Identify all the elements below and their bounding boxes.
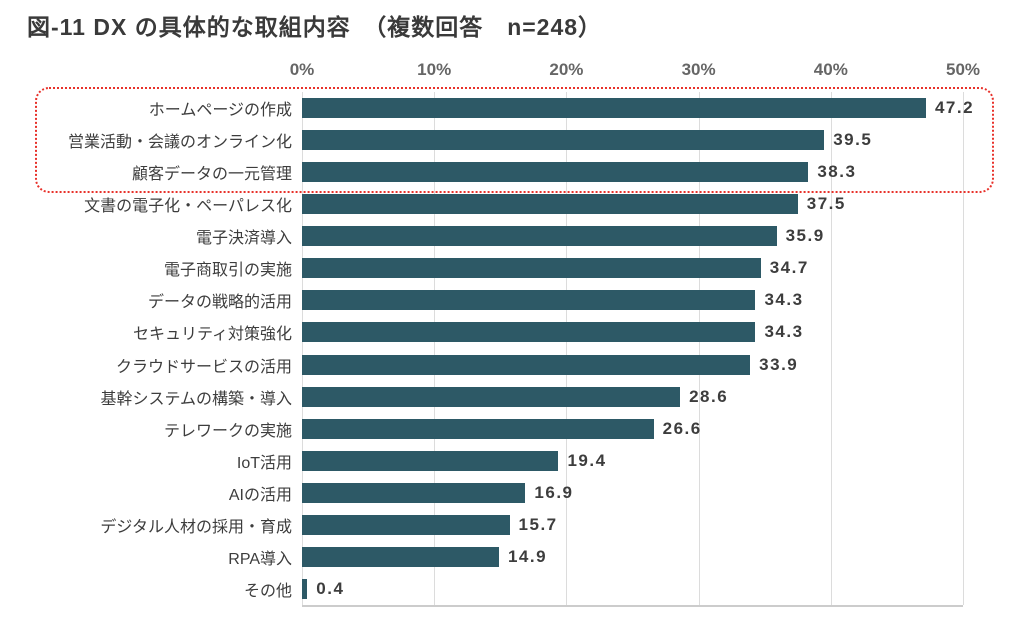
category-label: テレワークの実施 xyxy=(163,422,292,440)
x-axis-tick-label: 0% xyxy=(289,60,315,79)
chart-title: 図-11 DX の具体的な取組内容 （複数回答 n=248） xyxy=(27,14,603,40)
x-axis-tick-label: 30% xyxy=(681,60,716,79)
category-label: RPA導入 xyxy=(228,550,292,568)
bar xyxy=(302,546,499,567)
value-label: 16.9 xyxy=(534,482,574,502)
bar-row: テレワークの実施 26.6 xyxy=(164,413,963,445)
x-axis-tick-label: 40% xyxy=(813,60,848,79)
bar xyxy=(302,194,798,215)
value-label: 34.3 xyxy=(764,322,804,342)
value-label: 35.9 xyxy=(785,226,825,246)
bar xyxy=(302,290,756,311)
value-label: 34.7 xyxy=(769,258,809,278)
category-label: 電子決済導入 xyxy=(195,230,292,248)
x-axis-tick-label: 10% xyxy=(417,60,452,79)
category-label: デジタル人材の採用・育成 xyxy=(100,518,292,536)
category-label: 基幹システムの構築・導入 xyxy=(100,390,292,408)
bar-row: クラウドサービスの活用 33.9 xyxy=(116,349,963,381)
x-axis-tick-label: 20% xyxy=(549,60,584,79)
category-label: ホームページの作成 xyxy=(148,102,292,120)
plot-area: ホームページの作成 47.2 営業活動・会議のオンライン化 39.5 顧客データ… xyxy=(68,92,973,607)
category-label: IoT活用 xyxy=(236,454,292,472)
bar xyxy=(302,162,809,183)
bar-row: ホームページの作成 47.2 xyxy=(149,92,973,124)
category-label: データの戦略的活用 xyxy=(147,294,292,312)
category-label: AIの活用 xyxy=(228,486,292,504)
category-label: その他 xyxy=(243,582,292,600)
bar xyxy=(302,98,926,119)
bar-row: データの戦略的活用 34.3 xyxy=(148,284,963,316)
gridline xyxy=(830,92,832,605)
gridline xyxy=(302,92,303,605)
bar-row: 基幹システムの構築・導入 28.6 xyxy=(100,381,963,413)
value-label: 19.4 xyxy=(567,450,607,470)
bar xyxy=(302,226,777,247)
bar-row: AIの活用 16.9 xyxy=(229,477,963,509)
x-axis: 0% 10% 20% 30% 40% 50% xyxy=(290,60,980,84)
bar-row: 文書の電子化・ペーパレス化 37.5 xyxy=(84,188,963,220)
bar xyxy=(302,578,308,599)
value-label: 26.6 xyxy=(662,418,702,438)
bar xyxy=(302,386,681,407)
category-label: セキュリティ対策強化 xyxy=(132,326,292,344)
gridline xyxy=(963,92,964,605)
bar-row: その他 0.4 xyxy=(244,573,963,605)
bar-row: セキュリティ対策強化 34.3 xyxy=(133,316,963,348)
bar-row: デジタル人材の採用・育成 15.7 xyxy=(100,509,963,541)
value-label: 34.3 xyxy=(764,290,804,310)
bar-row: IoT活用 19.4 xyxy=(237,445,963,477)
gridline xyxy=(566,92,568,605)
gridline xyxy=(434,92,436,605)
value-label: 15.7 xyxy=(518,514,558,534)
bar-row: RPA導入 14.9 xyxy=(228,541,963,573)
bar-row: 電子商取引の実施 34.7 xyxy=(164,252,963,284)
value-label: 37.5 xyxy=(806,194,846,214)
bars-container: ホームページの作成 47.2 営業活動・会議のオンライン化 39.5 顧客データ… xyxy=(68,92,973,605)
category-label: 文書の電子化・ペーパレス化 xyxy=(84,198,292,216)
bar-row: 営業活動・会議のオンライン化 39.5 xyxy=(68,124,963,156)
bar xyxy=(302,482,526,503)
gridline xyxy=(698,92,700,605)
bar xyxy=(302,514,510,535)
value-label: 28.6 xyxy=(689,386,729,406)
value-label: 0.4 xyxy=(316,578,345,598)
bar xyxy=(302,354,751,375)
value-label: 14.9 xyxy=(507,546,548,566)
value-label: 47.2 xyxy=(934,98,975,118)
category-label: 電子商取引の実施 xyxy=(163,262,292,280)
bar xyxy=(302,322,756,343)
bar-row: 顧客データの一元管理 38.3 xyxy=(132,156,963,188)
x-axis-tick-label: 50% xyxy=(945,60,981,79)
category-label: 営業活動・会議のオンライン化 xyxy=(67,134,292,152)
bar xyxy=(302,450,559,471)
category-label: クラウドサービスの活用 xyxy=(115,358,292,376)
value-label: 39.5 xyxy=(833,130,873,150)
bar xyxy=(302,418,654,439)
bar-row: 電子決済導入 35.9 xyxy=(196,220,963,252)
bar xyxy=(302,130,825,151)
bar xyxy=(302,258,761,279)
category-label: 顧客データの一元管理 xyxy=(131,166,292,184)
value-label: 38.3 xyxy=(817,162,857,182)
value-label: 33.9 xyxy=(759,354,799,374)
